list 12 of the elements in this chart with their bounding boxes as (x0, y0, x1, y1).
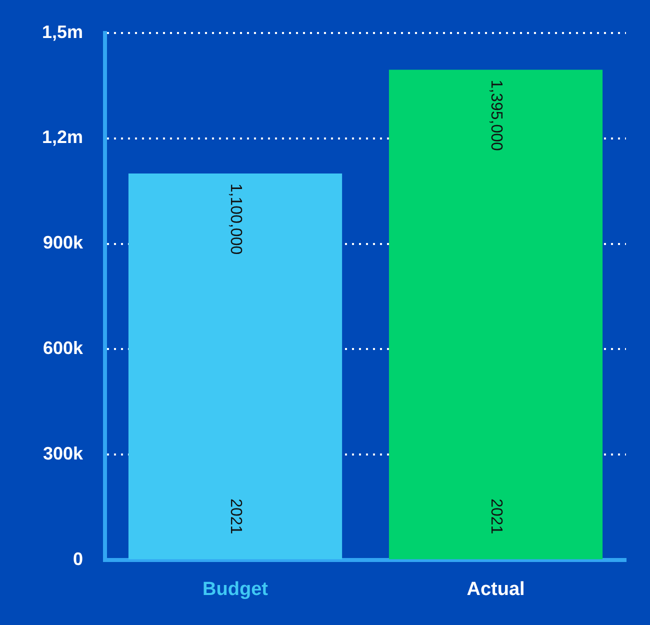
x-tick-label: Budget (202, 578, 269, 600)
data-label: 1,395,000 (487, 80, 504, 151)
y-tick-label: 1,5m (42, 22, 84, 42)
data-label: 1,100,000 (226, 183, 244, 255)
x-tick-label: Actual (466, 578, 525, 600)
y-tick-label: 900k (42, 232, 84, 253)
y-tick-label: 300k (42, 444, 84, 464)
text: 2021 (487, 498, 504, 534)
y-tick-label: 0 (73, 549, 84, 570)
y-tick-label: 1,2m (42, 127, 84, 148)
y-tick-label: 600k (42, 338, 84, 358)
series-label: 2021 (226, 498, 244, 534)
